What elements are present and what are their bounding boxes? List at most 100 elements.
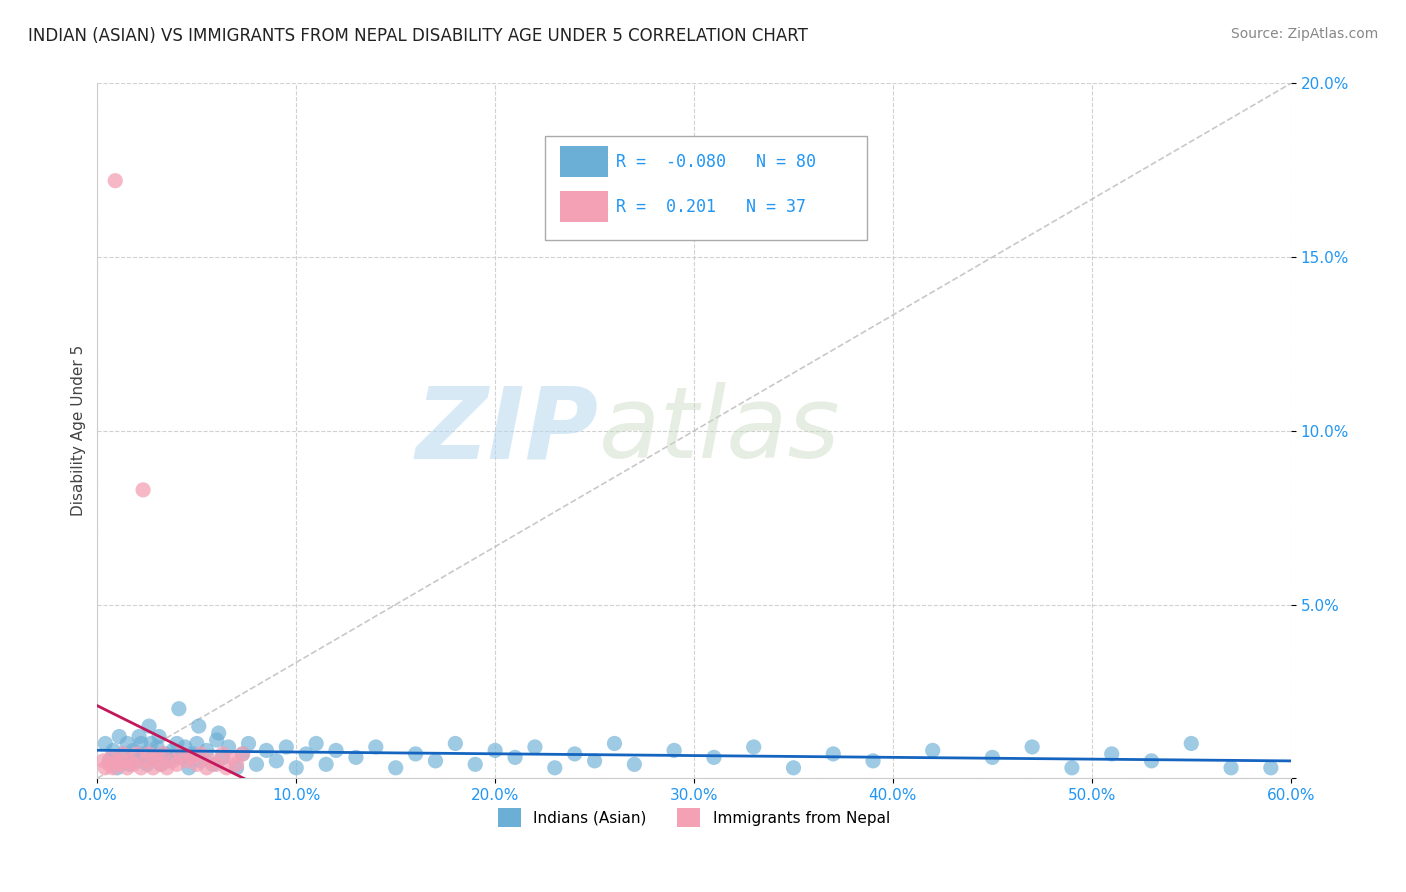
Point [129,761,152,775]
Point [225,761,247,775]
Point [862,754,884,768]
Point [205,733,228,747]
Point [128,730,150,744]
Point [157,754,180,768]
Point [166,737,188,751]
Point [276,739,298,754]
Point [112,747,135,761]
Point [315,757,337,772]
Text: R =  -0.080   N = 80: R = -0.080 N = 80 [616,153,817,170]
Text: atlas: atlas [599,383,841,479]
Point [344,750,367,764]
Point [105,754,128,768]
Point [127,747,149,761]
Point [823,747,845,761]
Point [152,747,174,761]
Point [325,743,347,757]
Point [142,761,165,775]
Point [148,730,170,744]
Point [921,743,943,757]
Point [215,761,238,775]
Point [464,757,486,772]
Point [295,747,318,761]
Point [1260,761,1282,775]
Point [190,747,212,761]
Point [170,747,193,761]
Point [138,747,160,761]
Point [98,757,121,772]
Point [162,743,184,757]
Point [208,726,231,740]
Point [176,754,198,768]
Point [94,761,117,775]
Point [186,757,208,772]
Point [190,754,212,768]
Point [98,754,121,768]
Point [266,754,288,768]
Text: INDIAN (ASIAN) VS IMMIGRANTS FROM NEPAL DISABILITY AGE UNDER 5 CORRELATION CHART: INDIAN (ASIAN) VS IMMIGRANTS FROM NEPAL … [28,27,808,45]
Point [108,730,131,744]
Point [150,757,173,772]
Point [173,739,195,754]
Point [195,761,218,775]
Point [153,747,176,761]
Point [132,747,155,761]
Point [232,747,254,761]
Point [138,719,160,733]
Point [544,761,567,775]
Point [425,754,447,768]
Point [623,757,645,772]
Point [1101,747,1123,761]
Point [136,757,159,772]
Y-axis label: Disability Age Under 5: Disability Age Under 5 [72,345,86,516]
Point [108,757,131,772]
Point [162,754,184,768]
Point [503,750,526,764]
Point [211,747,233,761]
Point [181,747,204,761]
Point [1180,737,1202,751]
Point [564,747,586,761]
Point [186,737,208,751]
Point [205,757,228,772]
Point [742,739,765,754]
Point [118,754,141,768]
Point [703,750,725,764]
Point [195,743,218,757]
Point [221,750,243,764]
Point [238,737,260,751]
Point [180,750,202,764]
Point [100,750,122,764]
Point [139,737,162,751]
Point [200,754,222,768]
Point [1140,754,1163,768]
Point [166,757,188,772]
Point [112,747,135,761]
Point [177,761,200,775]
Point [115,761,138,775]
Point [603,737,626,751]
Text: ZIP: ZIP [416,383,599,479]
Point [91,754,114,768]
Text: R =  0.201   N = 37: R = 0.201 N = 37 [616,198,807,216]
Point [122,757,145,772]
Point [127,754,149,768]
Point [115,737,138,751]
Point [146,739,169,754]
Point [583,754,606,768]
Point [384,761,406,775]
Point [211,750,233,764]
Point [484,743,506,757]
Point [364,739,387,754]
Point [225,757,247,772]
Point [523,739,546,754]
Point [132,483,155,497]
Text: Source: ZipAtlas.com: Source: ZipAtlas.com [1230,27,1378,41]
Point [104,174,127,188]
Point [167,702,190,716]
Point [118,757,141,772]
FancyBboxPatch shape [561,146,609,178]
Point [254,743,277,757]
Point [305,737,328,751]
Point [218,739,240,754]
